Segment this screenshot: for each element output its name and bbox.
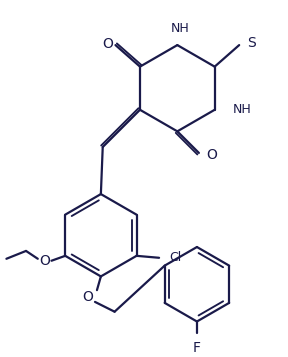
Text: F: F: [193, 341, 201, 355]
Text: O: O: [102, 37, 113, 51]
Text: O: O: [207, 148, 218, 162]
Text: Cl: Cl: [169, 251, 181, 264]
Text: NH: NH: [171, 22, 190, 35]
Text: NH: NH: [232, 103, 251, 116]
Text: S: S: [247, 36, 256, 50]
Text: O: O: [83, 290, 94, 304]
Text: O: O: [39, 254, 50, 268]
